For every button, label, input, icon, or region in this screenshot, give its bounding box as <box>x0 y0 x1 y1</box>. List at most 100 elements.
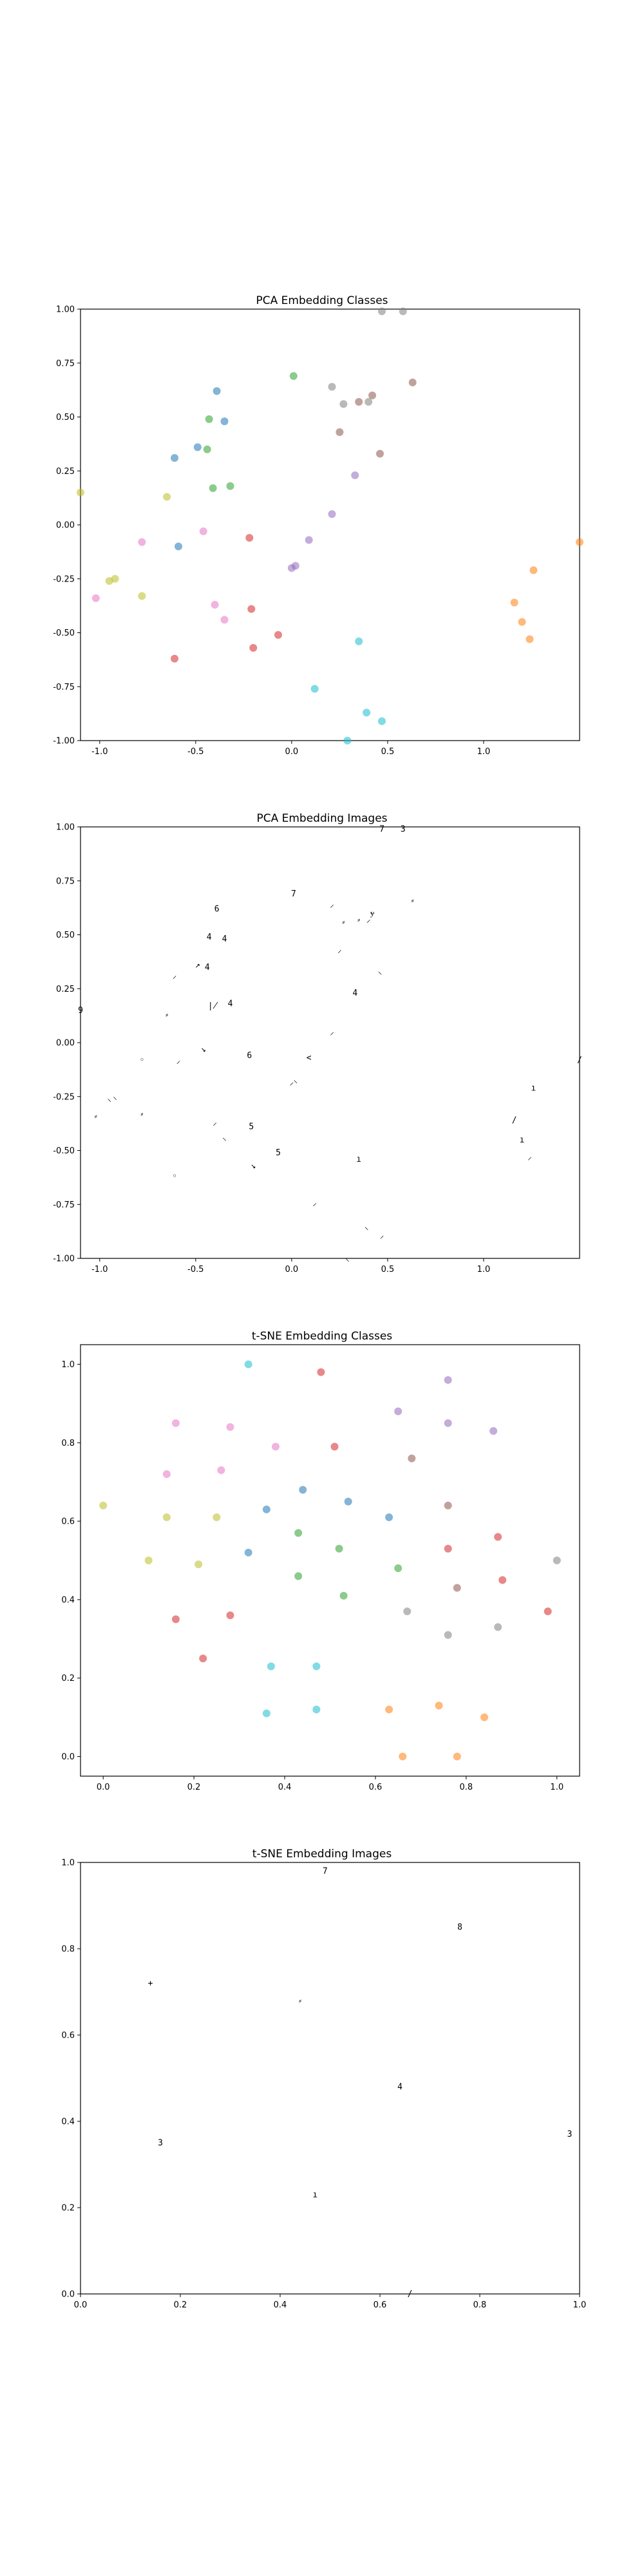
y-tick-label: 0.2 <box>61 2204 75 2213</box>
y-tick-label: 0.4 <box>61 1595 75 1605</box>
scatter-point <box>480 1713 489 1721</box>
image-thumbnail-point: ◦ <box>139 1056 144 1065</box>
image-thumbnail-point: ⸜ <box>378 967 383 976</box>
scatter-point <box>226 1423 234 1431</box>
scatter-point <box>399 307 407 316</box>
scatter-point <box>444 1631 452 1639</box>
scatter-point <box>489 1427 498 1435</box>
scatter-point <box>394 1564 402 1573</box>
x-tick-label: -0.5 <box>187 1265 204 1274</box>
scatter-point <box>529 566 538 574</box>
x-tick-label: 0.6 <box>369 1783 383 1792</box>
image-thumbnail-point: ⸗ <box>140 1110 143 1119</box>
x-tick-label: 1.0 <box>477 1265 491 1274</box>
image-thumbnail-point: 9 <box>78 1006 83 1016</box>
image-thumbnail-point: ⸜ <box>222 1133 227 1142</box>
x-tick-label: 0.6 <box>374 2300 387 2310</box>
scatter-point <box>274 630 283 639</box>
image-thumbnail-point: ⸝ <box>366 915 371 925</box>
scatter-point <box>518 618 526 626</box>
scatter-point <box>344 1497 352 1506</box>
scatter-point <box>171 654 179 663</box>
image-thumbnail-point: 4 <box>205 963 210 972</box>
scatter-point <box>408 1454 416 1463</box>
scatter-point <box>544 1607 552 1616</box>
scatter-point <box>220 616 229 624</box>
image-thumbnail-point: ⸗ <box>342 917 345 927</box>
scatter-point <box>205 415 213 423</box>
image-thumbnail-point: 4 <box>228 999 233 1009</box>
scatter-point <box>399 1752 407 1761</box>
scatter-point <box>226 482 234 490</box>
chart-title: t-SNE Embedding Classes <box>252 1330 392 1343</box>
scatter-point <box>335 1544 343 1553</box>
image-thumbnail-point: ⸜ <box>113 1092 117 1102</box>
y-tick-label: -0.25 <box>53 1092 75 1102</box>
scatter-point <box>305 536 313 544</box>
scatter-point <box>77 488 84 497</box>
image-thumbnail-point: 4 <box>207 933 212 942</box>
scatter-point <box>377 717 386 725</box>
y-tick-label: -1.00 <box>53 1255 75 1264</box>
scatter-point <box>385 1705 393 1714</box>
x-tick-label: 1.0 <box>550 1783 564 1792</box>
image-thumbnail-point: ⸌ <box>294 1079 298 1089</box>
image-thumbnail-point: 6 <box>214 904 220 914</box>
image-thumbnail-point: ↘ <box>251 1161 256 1171</box>
image-thumbnail-point: ⸝ <box>213 1118 217 1128</box>
scatter-point <box>510 598 518 607</box>
y-tick-label: -1.00 <box>53 737 75 746</box>
image-thumbnail-point: ı <box>356 1155 361 1164</box>
image-thumbnail-point: ı <box>312 2190 317 2200</box>
y-tick-label: 0.75 <box>56 876 75 886</box>
scatter-point <box>217 1466 225 1474</box>
scatter-point <box>339 400 348 408</box>
scatter-point <box>294 1529 303 1537</box>
image-thumbnail-point: ⸗ <box>166 1010 168 1019</box>
scatter-point <box>287 564 296 572</box>
scatter-point <box>336 428 344 436</box>
y-tick-label: 0.50 <box>56 413 75 422</box>
x-tick-label: 0.0 <box>97 1783 110 1792</box>
axes-frame <box>80 308 580 741</box>
x-tick-label: 0.2 <box>187 1783 201 1792</box>
image-thumbnail-point: ↘ <box>201 1045 206 1054</box>
image-thumbnail-point: ⸝ <box>337 945 342 955</box>
x-tick-label: 0.5 <box>381 1265 395 1274</box>
y-tick-label: 0.00 <box>56 1039 75 1048</box>
image-thumbnail-point: ɏ <box>370 909 375 918</box>
image-thumbnail-point: / <box>512 1116 517 1126</box>
image-thumbnail-point: 3 <box>401 824 406 834</box>
scatter-point <box>220 417 229 426</box>
scatter-point <box>209 484 217 493</box>
x-tick-label: 1.0 <box>477 747 491 757</box>
y-tick-label: -0.50 <box>53 1146 75 1156</box>
x-tick-label: 0.8 <box>473 2300 487 2310</box>
image-thumbnail-point: 3 <box>567 2130 573 2139</box>
image-thumbnail-point: ⸗ <box>357 915 360 925</box>
y-tick-label: 1.0 <box>61 1360 75 1370</box>
scatter-point <box>312 1662 321 1671</box>
scatter-point <box>355 637 363 645</box>
image-thumbnail-point: ⸗ <box>299 1996 301 2005</box>
scatter-point <box>365 398 373 406</box>
y-tick-label: 0.4 <box>61 2117 75 2127</box>
scatter-point <box>244 1360 252 1368</box>
scatter-point <box>138 592 146 600</box>
scatter-point <box>203 445 211 453</box>
scatter-point <box>262 1505 270 1513</box>
scatter-point <box>339 1591 348 1600</box>
scatter-point <box>199 1654 207 1663</box>
x-tick-label: 0.4 <box>278 1783 292 1792</box>
image-thumbnail-point: 8 <box>457 1923 462 1933</box>
scatter-point <box>526 635 534 643</box>
scatter-point <box>111 574 119 583</box>
image-thumbnail-point: ⸝ <box>527 1153 532 1162</box>
y-tick-label: -0.75 <box>53 683 75 692</box>
image-thumbnail-point: 4 <box>222 934 227 944</box>
image-thumbnail-point: ⸌ <box>365 1226 369 1235</box>
pca-images-panel: PCA Embedding Images -1.0 -0.5 0.0 0.5 1.0 1.… <box>53 812 582 1274</box>
scatter-point <box>394 1407 402 1416</box>
scatter-point <box>267 1662 275 1671</box>
scatter-point <box>299 1486 307 1494</box>
